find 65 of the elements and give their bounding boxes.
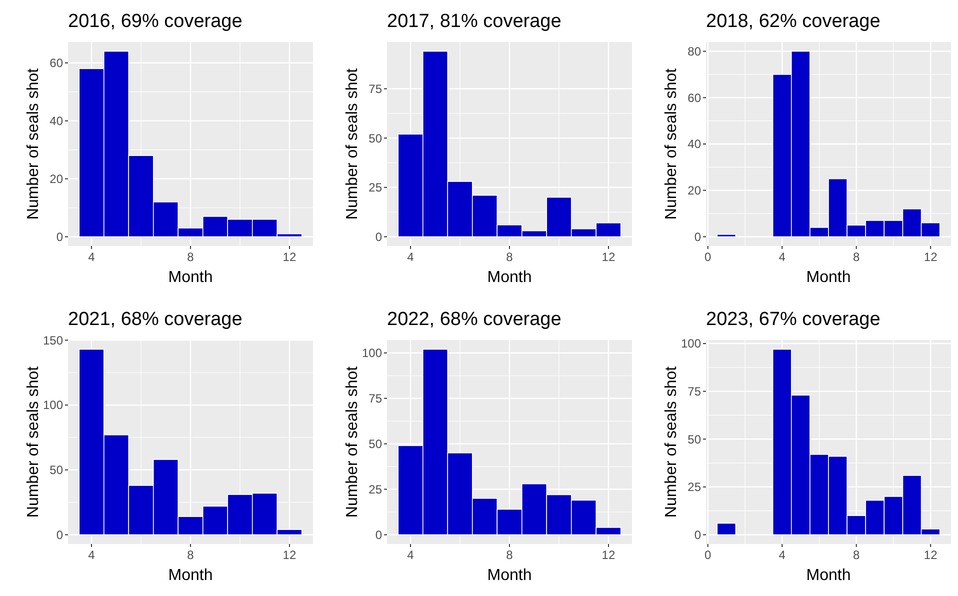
x-tick-label: 0 [704, 548, 712, 562]
y-tick-label: 40 [688, 137, 702, 152]
y-axis-title: Number of seals shot [663, 68, 680, 220]
y-tick-label: 150 [42, 333, 64, 348]
x-axis-title: Month [168, 269, 213, 286]
y-tick-label: 0 [694, 230, 702, 244]
chart-title: 2016, 69% coverage [68, 11, 242, 32]
y-axis-title: Number of seals shot [344, 68, 361, 220]
y-tick-label: 0 [375, 230, 382, 244]
chart-title: 2021, 68% coverage [68, 309, 242, 330]
chart-title: 2023, 67% coverage [706, 309, 880, 330]
x-tick-label: 12 [602, 250, 616, 264]
y-tick-label: 50 [688, 432, 702, 446]
y-tick-label: 80 [688, 44, 702, 58]
y-tick-label: 50 [50, 463, 64, 478]
x-tick-label: 12 [924, 250, 938, 264]
y-axis-title: Number of seals shot [25, 366, 42, 518]
y-tick-label: 100 [680, 336, 702, 351]
y-tick-label: 50 [368, 437, 382, 452]
y-tick-label: 60 [50, 56, 64, 70]
x-axis-title: Month [487, 567, 532, 584]
y-axis-title: Number of seals shot [344, 366, 361, 518]
y-tick-label: 75 [368, 82, 382, 96]
y-tick-label: 0 [375, 528, 382, 542]
y-tick-label: 0 [56, 230, 64, 244]
y-tick-label: 0 [56, 528, 64, 542]
y-tick-label: 75 [688, 384, 702, 399]
x-axis-title: Month [168, 567, 213, 584]
x-tick-label: 4 [778, 548, 786, 562]
x-axis-title: Month [806, 269, 851, 286]
x-tick-label: 8 [506, 548, 514, 562]
y-tick-label: 0 [694, 528, 702, 542]
x-tick-label: 8 [852, 250, 860, 264]
x-tick-label: 4 [778, 250, 786, 264]
chart-title: 2022, 68% coverage [387, 309, 562, 330]
x-tick-label: 8 [187, 250, 194, 264]
x-tick-label: 12 [282, 250, 296, 264]
y-tick-label: 100 [42, 398, 64, 412]
x-tick-label: 8 [852, 548, 860, 562]
y-tick-label: 50 [368, 131, 382, 146]
chart-title: 2018, 62% coverage [706, 11, 880, 32]
x-tick-label: 12 [282, 548, 296, 562]
y-tick-label: 75 [368, 392, 382, 406]
x-tick-label: 12 [602, 548, 616, 562]
chart-title: 2017, 81% coverage [387, 11, 562, 32]
y-tick-label: 100 [362, 346, 382, 360]
y-tick-label: 25 [688, 480, 702, 494]
y-tick-label: 40 [50, 114, 64, 128]
y-tick-label: 20 [50, 172, 64, 186]
x-axis-title: Month [806, 567, 851, 584]
y-tick-label: 25 [368, 482, 382, 496]
x-axis-title: Month [487, 269, 532, 286]
x-tick-label: 4 [407, 548, 414, 562]
x-tick-label: 8 [506, 250, 514, 264]
x-tick-label: 4 [407, 250, 414, 264]
y-axis-title: Number of seals shot [25, 68, 42, 220]
y-axis-title: Number of seals shot [663, 366, 680, 518]
y-tick-label: 60 [688, 90, 702, 105]
x-tick-label: 12 [924, 548, 938, 562]
x-tick-label: 4 [88, 250, 96, 264]
y-tick-label: 20 [688, 184, 702, 198]
x-tick-label: 8 [187, 548, 194, 562]
y-tick-label: 25 [368, 180, 382, 195]
x-tick-label: 4 [88, 548, 96, 562]
x-tick-label: 0 [704, 250, 712, 264]
